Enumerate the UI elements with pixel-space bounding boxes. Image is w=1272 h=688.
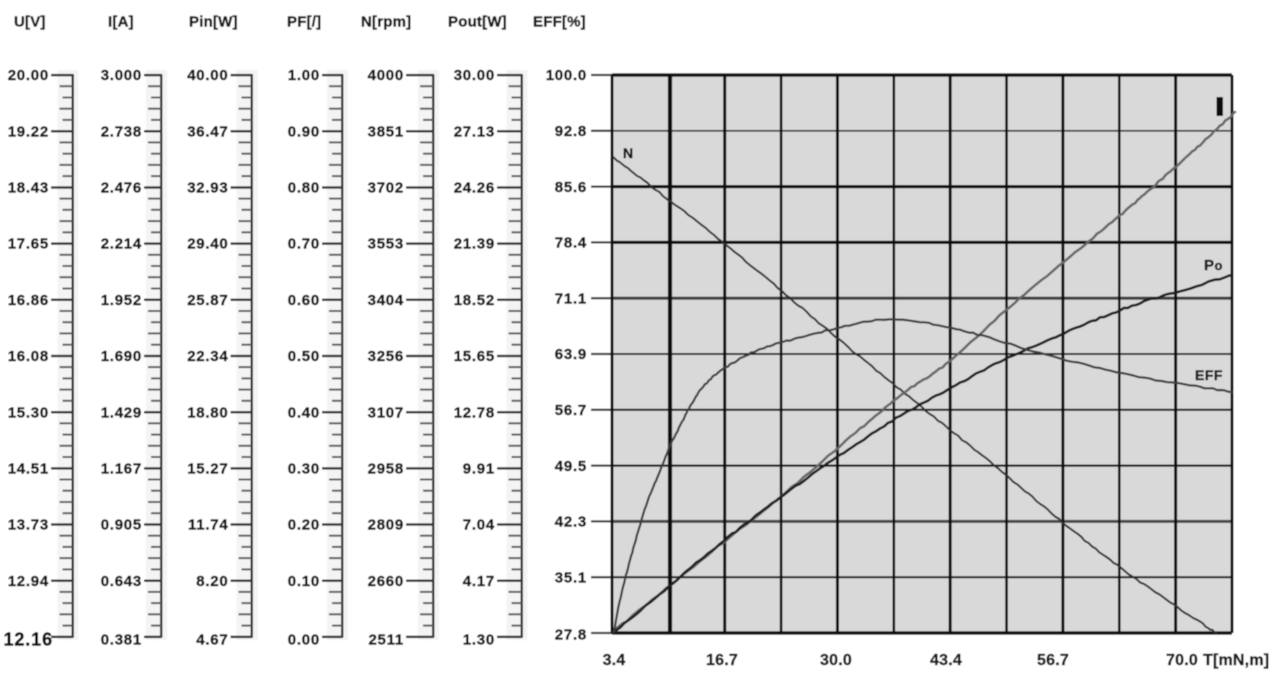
svg-text:30.0: 30.0 bbox=[820, 652, 852, 669]
svg-text:15.65: 15.65 bbox=[454, 348, 495, 365]
svg-text:2.214: 2.214 bbox=[101, 236, 142, 253]
svg-text:1.30: 1.30 bbox=[463, 631, 495, 648]
svg-text:19.22: 19.22 bbox=[8, 123, 49, 140]
svg-text:25.87: 25.87 bbox=[187, 292, 228, 309]
svg-text:0.905: 0.905 bbox=[101, 517, 142, 534]
svg-text:17.65: 17.65 bbox=[8, 236, 49, 253]
svg-text:N[rpm]: N[rpm] bbox=[361, 14, 411, 31]
svg-text:56.7: 56.7 bbox=[1037, 652, 1069, 669]
svg-text:49.5: 49.5 bbox=[555, 458, 587, 475]
svg-text:27.13: 27.13 bbox=[454, 123, 495, 140]
svg-text:20.00: 20.00 bbox=[8, 67, 49, 84]
svg-text:22.34: 22.34 bbox=[187, 348, 228, 365]
svg-text:40.00: 40.00 bbox=[187, 67, 228, 84]
svg-text:1.952: 1.952 bbox=[101, 292, 142, 309]
svg-text:16.7: 16.7 bbox=[706, 652, 738, 669]
svg-text:0.90: 0.90 bbox=[288, 123, 320, 140]
svg-text:63.9: 63.9 bbox=[555, 346, 587, 363]
svg-text:70.0: 70.0 bbox=[1166, 652, 1198, 669]
svg-text:1.690: 1.690 bbox=[101, 348, 142, 365]
svg-text:42.3: 42.3 bbox=[555, 514, 587, 531]
svg-text:2.738: 2.738 bbox=[101, 123, 142, 140]
svg-text:0.50: 0.50 bbox=[288, 348, 320, 365]
svg-text:0.10: 0.10 bbox=[288, 573, 320, 590]
svg-text:16.08: 16.08 bbox=[8, 348, 49, 365]
svg-text:32.93: 32.93 bbox=[187, 180, 228, 197]
svg-text:o: o bbox=[1215, 258, 1223, 273]
svg-text:3404: 3404 bbox=[368, 292, 404, 309]
svg-text:18.43: 18.43 bbox=[8, 180, 49, 197]
svg-text:43.4: 43.4 bbox=[930, 652, 962, 669]
svg-text:24.26: 24.26 bbox=[454, 180, 495, 197]
svg-text:13.73: 13.73 bbox=[8, 517, 49, 534]
svg-text:14.51: 14.51 bbox=[8, 461, 49, 478]
svg-text:11.74: 11.74 bbox=[188, 517, 228, 534]
svg-text:78.4: 78.4 bbox=[555, 235, 587, 252]
svg-text:2809: 2809 bbox=[368, 517, 404, 534]
svg-text:I[A]: I[A] bbox=[108, 14, 134, 31]
svg-text:0.30: 0.30 bbox=[288, 461, 320, 478]
svg-text:0.20: 0.20 bbox=[288, 517, 320, 534]
svg-text:2.476: 2.476 bbox=[101, 180, 142, 197]
svg-text:12.94: 12.94 bbox=[8, 573, 49, 590]
svg-text:12.78: 12.78 bbox=[454, 404, 495, 421]
svg-text:EFF[%]: EFF[%] bbox=[533, 14, 586, 31]
svg-text:P: P bbox=[1204, 257, 1214, 274]
svg-text:1.167: 1.167 bbox=[101, 461, 142, 478]
svg-text:1.00: 1.00 bbox=[288, 67, 320, 84]
svg-text:3553: 3553 bbox=[368, 236, 404, 253]
svg-text:92.8: 92.8 bbox=[555, 123, 587, 140]
svg-text:8.20: 8.20 bbox=[196, 573, 228, 590]
svg-text:0.80: 0.80 bbox=[288, 180, 320, 197]
svg-text:N: N bbox=[623, 145, 633, 161]
svg-text:3.4: 3.4 bbox=[603, 652, 626, 669]
svg-text:EFF: EFF bbox=[1195, 367, 1223, 383]
svg-text:0.00: 0.00 bbox=[288, 631, 320, 648]
svg-text:35.1: 35.1 bbox=[555, 569, 587, 586]
svg-text:0.60: 0.60 bbox=[288, 292, 320, 309]
svg-text:4.67: 4.67 bbox=[196, 631, 228, 648]
svg-text:12.16: 12.16 bbox=[3, 629, 53, 649]
svg-text:18.80: 18.80 bbox=[187, 404, 228, 421]
svg-text:3851: 3851 bbox=[368, 123, 404, 140]
svg-text:3107: 3107 bbox=[368, 404, 404, 421]
svg-text:16.86: 16.86 bbox=[8, 292, 49, 309]
svg-text:3702: 3702 bbox=[368, 180, 404, 197]
svg-text:U[V]: U[V] bbox=[14, 14, 46, 31]
svg-text:29.40: 29.40 bbox=[187, 236, 228, 253]
svg-text:56.7: 56.7 bbox=[555, 402, 587, 419]
svg-text:3256: 3256 bbox=[368, 348, 404, 365]
svg-text:4000: 4000 bbox=[368, 67, 404, 84]
svg-text:0.643: 0.643 bbox=[101, 573, 142, 590]
svg-text:T[mN,m]: T[mN,m] bbox=[1203, 652, 1269, 669]
svg-text:0.40: 0.40 bbox=[288, 404, 320, 421]
svg-text:0.381: 0.381 bbox=[101, 631, 142, 648]
svg-text:Pin[W]: Pin[W] bbox=[189, 14, 238, 31]
svg-text:71.1: 71.1 bbox=[555, 290, 587, 307]
svg-text:2511: 2511 bbox=[368, 631, 404, 648]
svg-text:85.6: 85.6 bbox=[555, 179, 587, 196]
svg-text:36.47: 36.47 bbox=[187, 123, 228, 140]
svg-text:0.70: 0.70 bbox=[288, 236, 320, 253]
svg-text:15.27: 15.27 bbox=[187, 461, 228, 478]
svg-text:7.04: 7.04 bbox=[463, 517, 495, 534]
svg-text:30.00: 30.00 bbox=[454, 67, 495, 84]
svg-text:15.30: 15.30 bbox=[8, 404, 49, 421]
svg-text:2958: 2958 bbox=[368, 461, 404, 478]
svg-text:27.8: 27.8 bbox=[555, 627, 587, 644]
svg-text:1.429: 1.429 bbox=[101, 404, 142, 421]
svg-text:PF[/]: PF[/] bbox=[287, 14, 321, 31]
svg-text:Pout[W]: Pout[W] bbox=[448, 14, 507, 31]
svg-text:4.17: 4.17 bbox=[463, 573, 495, 590]
svg-text:9.91: 9.91 bbox=[463, 461, 495, 478]
svg-text:21.39: 21.39 bbox=[454, 236, 495, 253]
svg-text:3.000: 3.000 bbox=[101, 67, 142, 84]
svg-text:100.0: 100.0 bbox=[546, 67, 587, 84]
svg-text:18.52: 18.52 bbox=[454, 292, 495, 309]
svg-text:2660: 2660 bbox=[368, 573, 404, 590]
